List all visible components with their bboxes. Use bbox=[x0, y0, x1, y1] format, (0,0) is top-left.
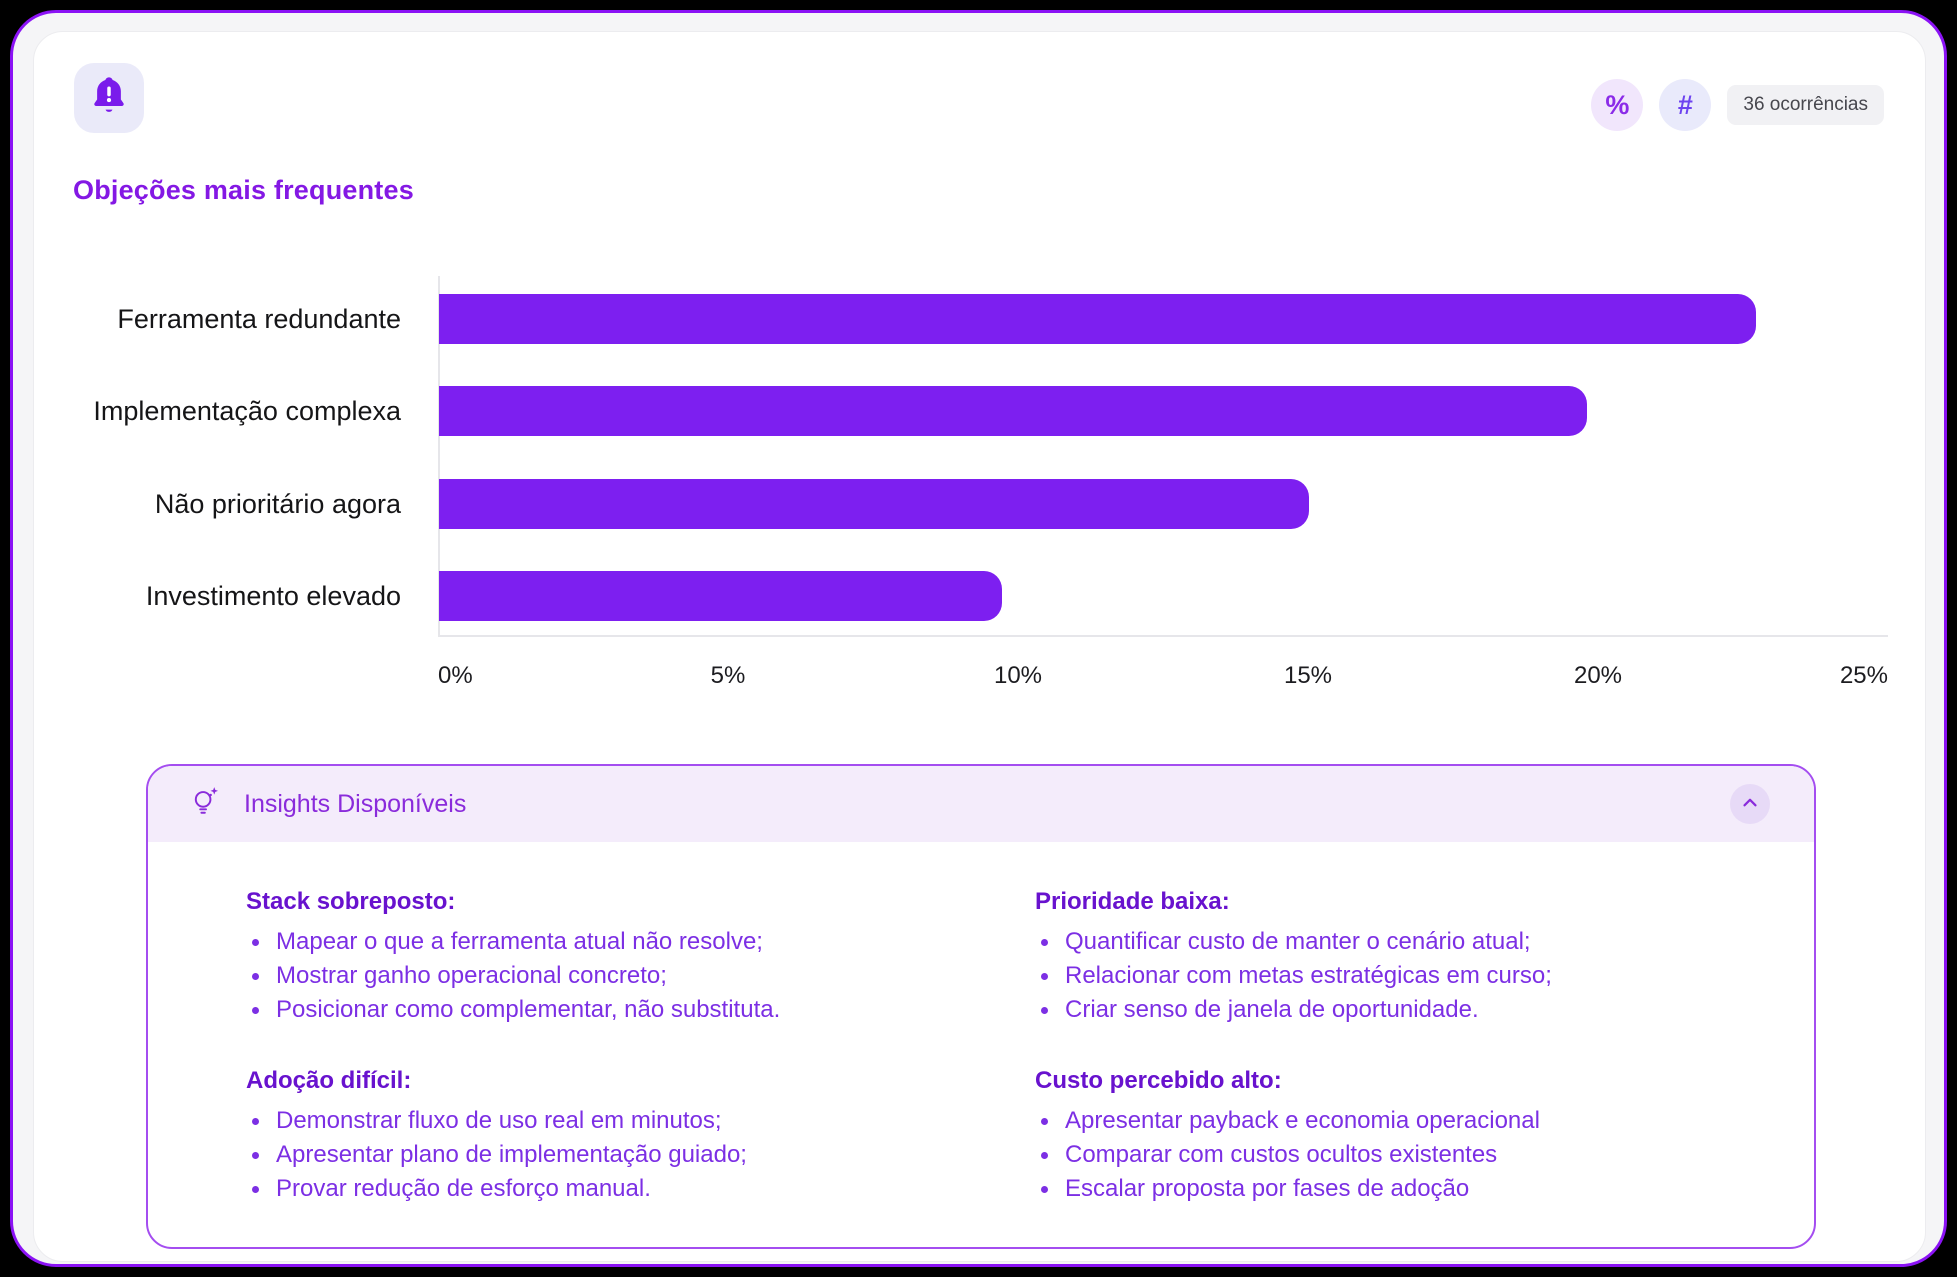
bar-investimento-elevado bbox=[439, 571, 1002, 621]
bullet-dot-icon bbox=[1041, 1118, 1048, 1125]
bell-alert-icon bbox=[90, 75, 128, 122]
report-card: % # 36 ocorrências Objeções mais frequen… bbox=[33, 31, 1926, 1262]
insights-content: Stack sobreposto: Mapear o que a ferrame… bbox=[148, 842, 1814, 1206]
header-actions: % # 36 ocorrências bbox=[1591, 79, 1884, 131]
bullet-dot-icon bbox=[1041, 1007, 1048, 1014]
insights-column-left: Stack sobreposto: Mapear o que a ferrame… bbox=[246, 888, 1035, 1206]
insight-bullet: Comparar com custos ocultos existentes bbox=[1035, 1138, 1774, 1172]
tick-label: 5% bbox=[710, 662, 746, 689]
objections-bar-chart: Ferramenta redundante Implementação comp… bbox=[34, 276, 1927, 716]
app-frame: % # 36 ocorrências Objeções mais frequen… bbox=[10, 10, 1947, 1267]
bullet-dot-icon bbox=[1041, 973, 1048, 980]
insight-bullet: Criar senso de janela de oportunidade. bbox=[1035, 993, 1774, 1027]
bullet-dot-icon bbox=[252, 1118, 259, 1125]
bar-row: Investimento elevado bbox=[34, 571, 1927, 621]
category-label: Implementação complexa bbox=[93, 396, 401, 426]
insights-title: Insights Disponíveis bbox=[244, 789, 467, 818]
lightbulb-sparkle-icon bbox=[190, 785, 222, 824]
insight-block: Adoção difícil: Demonstrar fluxo de uso … bbox=[246, 1067, 1035, 1206]
category-label: Não prioritário agora bbox=[154, 489, 401, 519]
insight-bullet: Demonstrar fluxo de uso real em minutos; bbox=[246, 1104, 1035, 1138]
insight-heading: Stack sobreposto: bbox=[246, 888, 456, 915]
insight-heading: Prioridade baixa: bbox=[1035, 888, 1230, 915]
x-axis-line bbox=[438, 635, 1888, 637]
insight-bullet: Provar redução de esforço manual. bbox=[246, 1172, 1035, 1206]
tick-label: 10% bbox=[993, 662, 1043, 689]
occurrences-badge: 36 ocorrências bbox=[1727, 85, 1884, 125]
notification-tile bbox=[74, 63, 144, 133]
insight-bullet: Quantificar custo de manter o cenário at… bbox=[1035, 925, 1774, 959]
bullet-dot-icon bbox=[252, 973, 259, 980]
insight-bullets: Quantificar custo de manter o cenário at… bbox=[1035, 925, 1774, 1027]
bar-nao-prioritario-agora bbox=[439, 479, 1309, 529]
insight-bullet: Mostrar ganho operacional concreto; bbox=[246, 959, 1035, 993]
tick-label: 15% bbox=[1283, 662, 1333, 689]
insight-heading: Adoção difícil: bbox=[246, 1067, 412, 1094]
chevron-up-icon bbox=[1739, 792, 1761, 817]
bullet-dot-icon bbox=[252, 1007, 259, 1014]
insight-bullet: Posicionar como complementar, não substi… bbox=[246, 993, 1035, 1027]
insight-bullets: Apresentar payback e economia operaciona… bbox=[1035, 1104, 1774, 1206]
category-label: Investimento elevado bbox=[145, 581, 401, 611]
insights-header: Insights Disponíveis bbox=[148, 766, 1814, 842]
insight-block: Prioridade baixa: Quantificar custo de m… bbox=[1035, 888, 1774, 1027]
insight-heading: Custo percebido alto: bbox=[1035, 1067, 1282, 1094]
page-title: Objeções mais frequentes bbox=[73, 175, 414, 205]
percent-icon: % bbox=[1605, 89, 1630, 120]
collapse-insights-button[interactable] bbox=[1730, 784, 1770, 824]
bullet-dot-icon bbox=[1041, 939, 1048, 946]
hash-icon: # bbox=[1677, 89, 1693, 120]
insight-bullet: Apresentar payback e economia operaciona… bbox=[1035, 1104, 1774, 1138]
bullet-dot-icon bbox=[1041, 1186, 1048, 1193]
insight-bullet: Escalar proposta por fases de adoção bbox=[1035, 1172, 1774, 1206]
insight-block: Custo percebido alto: Apresentar payback… bbox=[1035, 1067, 1774, 1206]
x-axis-ticks: 0% 5% 10% 15% 20% 25% bbox=[438, 662, 1888, 696]
tick-label: 0% bbox=[438, 662, 473, 689]
insight-block: Stack sobreposto: Mapear o que a ferrame… bbox=[246, 888, 1035, 1027]
tick-label: 25% bbox=[1839, 662, 1888, 689]
insight-bullet: Mapear o que a ferramenta atual não reso… bbox=[246, 925, 1035, 959]
bullet-dot-icon bbox=[1041, 1152, 1048, 1159]
insights-column-right: Prioridade baixa: Quantificar custo de m… bbox=[1035, 888, 1774, 1206]
bar-implementacao-complexa bbox=[439, 386, 1588, 436]
insight-bullet: Relacionar com metas estratégicas em cur… bbox=[1035, 959, 1774, 993]
y-axis-line bbox=[438, 276, 440, 635]
bar-row: Implementação complexa bbox=[34, 386, 1927, 436]
bullet-dot-icon bbox=[252, 1152, 259, 1159]
bar-row: Não prioritário agora bbox=[34, 479, 1927, 529]
bar-ferramenta-redundante bbox=[439, 294, 1756, 344]
percent-view-button[interactable]: % bbox=[1591, 79, 1644, 131]
tick-label: 20% bbox=[1573, 662, 1623, 689]
category-label: Ferramenta redundante bbox=[117, 304, 401, 334]
bullet-dot-icon bbox=[252, 1186, 259, 1193]
count-view-button[interactable]: # bbox=[1659, 79, 1712, 131]
insight-bullets: Demonstrar fluxo de uso real em minutos;… bbox=[246, 1104, 1035, 1206]
insight-bullet: Apresentar plano de implementação guiado… bbox=[246, 1138, 1035, 1172]
insight-bullets: Mapear o que a ferramenta atual não reso… bbox=[246, 925, 1035, 1027]
bar-row: Ferramenta redundante bbox=[34, 294, 1927, 344]
bullet-dot-icon bbox=[252, 939, 259, 946]
insights-panel: Insights Disponíveis Stack sobreposto: M… bbox=[146, 764, 1816, 1249]
